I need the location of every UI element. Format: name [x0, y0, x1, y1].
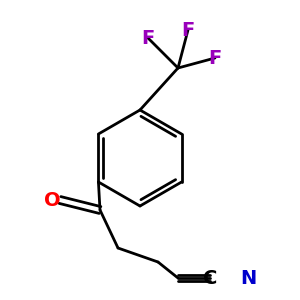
Text: F: F	[141, 28, 154, 47]
Text: C: C	[203, 268, 217, 287]
Text: N: N	[240, 268, 256, 287]
Text: O: O	[44, 190, 60, 209]
Text: F: F	[182, 20, 195, 40]
Text: F: F	[208, 49, 222, 68]
